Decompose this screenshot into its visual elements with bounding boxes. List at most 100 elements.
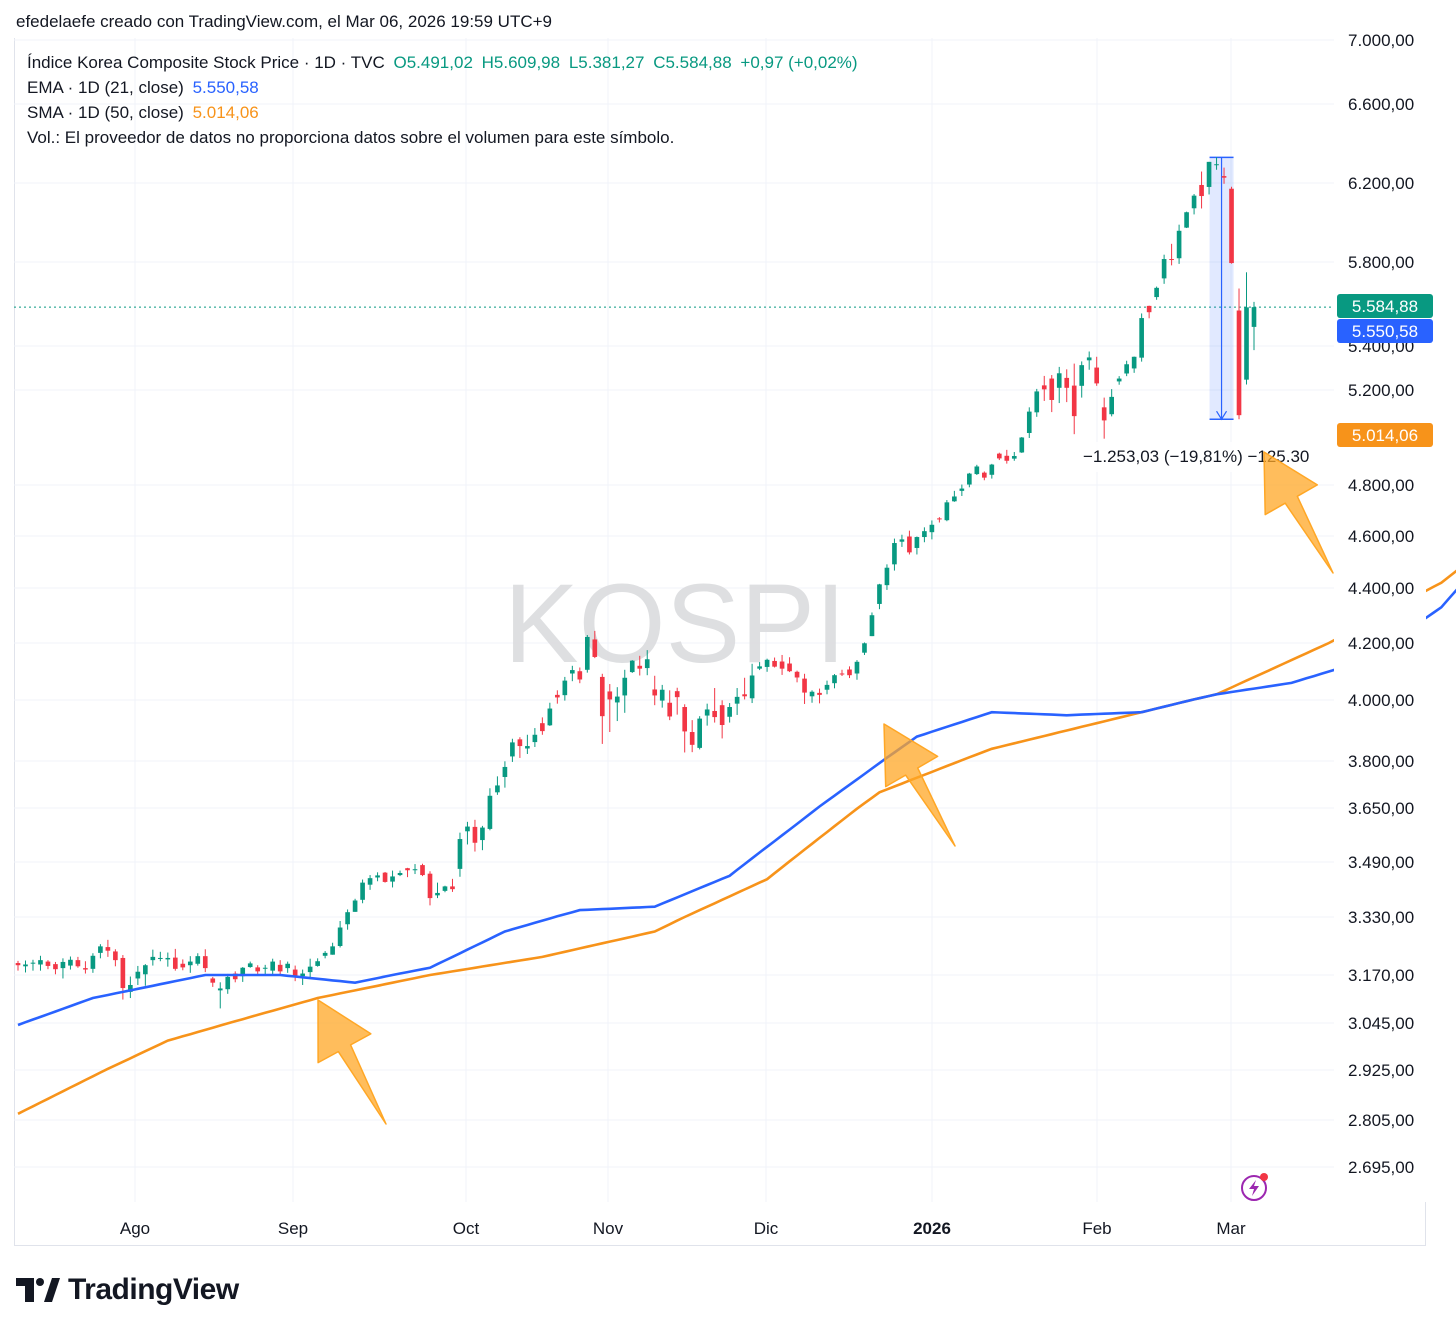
candle	[577, 667, 583, 684]
candle	[457, 832, 463, 877]
candle-body	[1214, 164, 1219, 166]
legend-ema-line[interactable]: EMA · 1D (21, close) 5.550,58	[27, 75, 263, 100]
candle	[420, 863, 425, 877]
candle	[592, 630, 598, 659]
price-tick-label: 2.805,00	[1348, 1111, 1414, 1130]
candle	[352, 898, 358, 912]
candle	[75, 956, 81, 968]
candle	[38, 955, 43, 971]
candle-body	[480, 827, 485, 841]
candle-body	[629, 660, 635, 673]
candle-body	[974, 466, 980, 475]
candle-body	[510, 742, 515, 757]
candle	[570, 665, 575, 682]
candle-body	[907, 536, 912, 553]
last-price-badge: 5.584,88	[1337, 294, 1433, 318]
candle	[180, 959, 186, 971]
sma-price-badge: 5.014,06	[1337, 423, 1433, 447]
candle	[899, 534, 905, 547]
candle-body	[322, 952, 328, 956]
candle-body	[719, 705, 725, 726]
candle-body	[862, 643, 867, 653]
candle-body	[877, 584, 882, 604]
candle	[427, 871, 433, 906]
candle	[225, 973, 231, 994]
candle	[682, 704, 688, 753]
candle	[1094, 356, 1100, 386]
candle	[60, 958, 66, 979]
candle	[150, 949, 156, 966]
candle	[502, 761, 508, 788]
candle-body	[809, 691, 815, 697]
candle-body	[195, 956, 201, 964]
ema-price-badge: 5.550,58	[1337, 319, 1433, 343]
candle	[974, 464, 980, 476]
candle-body	[1184, 212, 1189, 228]
candle-body	[734, 696, 740, 704]
candle	[922, 527, 927, 543]
candle	[944, 500, 950, 522]
price-tick-label: 4.200,00	[1348, 634, 1414, 653]
candle-body	[996, 453, 1002, 459]
arrow-mar-icon	[1263, 451, 1334, 574]
chart-header: efedelaefe creado con TradingView.com, e…	[16, 12, 552, 31]
candle-body	[158, 957, 163, 959]
candle-body	[899, 539, 905, 542]
candle-body	[652, 689, 658, 696]
legend-symbol-line[interactable]: Índice Korea Composite Stock Price · 1D …	[27, 50, 862, 75]
tradingview-logo[interactable]: TradingView	[16, 1272, 239, 1308]
candle-body	[1146, 305, 1152, 313]
legend-sma-line[interactable]: SMA · 1D (50, close) 5.014,06	[27, 100, 263, 125]
candle	[158, 951, 163, 962]
candle-body	[637, 665, 643, 669]
candle	[135, 965, 141, 985]
candle-body	[532, 734, 538, 743]
candle	[742, 677, 747, 700]
candle	[1109, 389, 1114, 417]
flash-icon[interactable]	[1239, 1172, 1269, 1202]
candle-body	[764, 659, 770, 667]
candle	[1221, 167, 1227, 184]
candle-body	[937, 518, 942, 520]
candle-body	[45, 961, 51, 966]
price-tick-label: 3.650,00	[1348, 799, 1414, 818]
candle	[1251, 301, 1257, 351]
candle	[172, 948, 178, 971]
candle	[195, 953, 201, 966]
candle	[397, 870, 403, 877]
candle-body	[105, 947, 111, 951]
candle	[659, 684, 665, 708]
candle	[779, 654, 785, 675]
candle	[390, 870, 395, 888]
candle-body	[1056, 373, 1062, 388]
time-label: Ago	[120, 1219, 150, 1238]
candle-body	[180, 963, 186, 968]
candle-body	[712, 710, 717, 718]
candle	[532, 728, 538, 747]
legend-low: L5.381,27	[568, 53, 645, 72]
candle	[697, 716, 702, 750]
legend-ema-value: 5.550,58	[192, 78, 259, 97]
candle	[1206, 161, 1212, 195]
candle-body	[592, 639, 598, 657]
candle-body	[1199, 184, 1204, 197]
candle	[90, 953, 96, 973]
candle	[1191, 194, 1197, 215]
candle	[652, 675, 658, 706]
candles	[15, 157, 1257, 1009]
candle-body	[562, 680, 568, 696]
arrow-sep-icon	[317, 999, 387, 1125]
candle	[674, 687, 680, 715]
candle	[667, 690, 673, 721]
candle	[1176, 224, 1182, 264]
candle	[472, 819, 478, 852]
price-chart[interactable]: KOSPI −1.253,03 (−19,81%) −125.30 7.000,…	[0, 0, 1456, 1270]
price-tick-label: 4.400,00	[1348, 579, 1414, 598]
candle-body	[330, 946, 335, 955]
candle-body	[397, 873, 403, 876]
candle	[1086, 351, 1092, 370]
candle-body	[757, 666, 762, 669]
candle	[1041, 375, 1047, 401]
candle	[824, 680, 830, 695]
candle	[68, 956, 73, 970]
